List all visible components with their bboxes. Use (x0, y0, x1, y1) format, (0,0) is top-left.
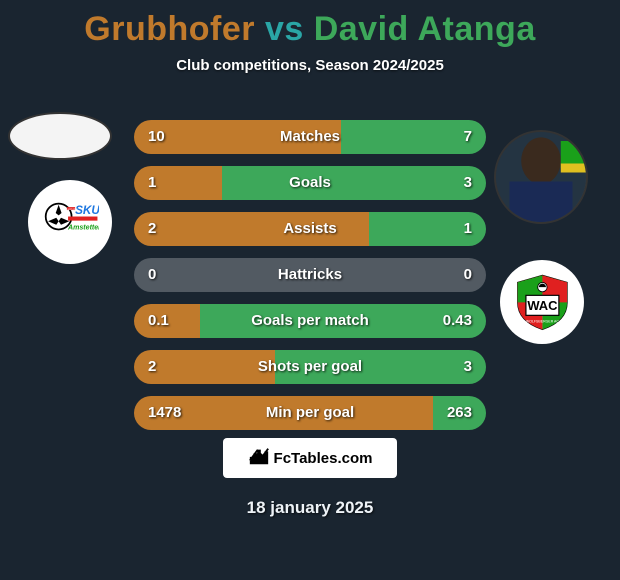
stat-value-left: 1478 (148, 396, 181, 430)
stat-row: 0.1Goals per match0.43 (134, 304, 486, 338)
stat-value-left: 2 (148, 350, 156, 384)
player2-name: David Atanga (314, 10, 536, 48)
svg-text:SKU: SKU (75, 204, 100, 217)
subtitle: Club competitions, Season 2024/2025 (0, 57, 620, 74)
site-badge[interactable]: FcTables.com (223, 438, 397, 478)
vs-text: vs (265, 10, 304, 48)
footer-date: 18 january 2025 (0, 498, 620, 518)
site-name: FcTables.com (274, 450, 373, 467)
stat-label: Goals (134, 166, 486, 200)
stat-row: 0Hattricks0 (134, 258, 486, 292)
player2-club-logo: WAC WOLFSBERGER AC (500, 260, 584, 344)
stat-value-left: 2 (148, 212, 156, 246)
stat-value-right: 263 (447, 396, 472, 430)
player1-name: Grubhofer (84, 10, 255, 48)
chart-icon (248, 445, 270, 471)
page-title: Grubhofer vs David Atanga (0, 0, 620, 49)
svg-text:Amstetten: Amstetten (67, 224, 100, 231)
stat-row: 10Matches7 (134, 120, 486, 154)
stat-row: 1478Min per goal263 (134, 396, 486, 430)
stat-label: Matches (134, 120, 486, 154)
stat-label: Min per goal (134, 396, 486, 430)
stat-value-left: 0 (148, 258, 156, 292)
player1-club-logo: SKU Amstetten ertl glas (28, 180, 112, 264)
stat-value-right: 3 (464, 166, 472, 200)
stat-value-left: 10 (148, 120, 165, 154)
stat-value-right: 0 (464, 258, 472, 292)
svg-text:WOLFSBERGER AC: WOLFSBERGER AC (525, 319, 558, 323)
stat-label: Goals per match (134, 304, 486, 338)
player2-photo (494, 130, 588, 224)
stat-label: Shots per goal (134, 350, 486, 384)
stat-value-right: 3 (464, 350, 472, 384)
stat-value-right: 7 (464, 120, 472, 154)
stat-row: 2Shots per goal3 (134, 350, 486, 384)
player1-photo (8, 112, 112, 160)
svg-text:ertl glas: ertl glas (67, 207, 78, 211)
svg-text:WAC: WAC (527, 298, 557, 313)
stat-value-right: 0.43 (443, 304, 472, 338)
stat-row: 2Assists1 (134, 212, 486, 246)
stat-value-left: 1 (148, 166, 156, 200)
stat-label: Assists (134, 212, 486, 246)
stat-row: 1Goals3 (134, 166, 486, 200)
stat-value-right: 1 (464, 212, 472, 246)
stats-container: 10Matches71Goals32Assists10Hattricks00.1… (134, 120, 486, 442)
stat-value-left: 0.1 (148, 304, 169, 338)
stat-label: Hattricks (134, 258, 486, 292)
